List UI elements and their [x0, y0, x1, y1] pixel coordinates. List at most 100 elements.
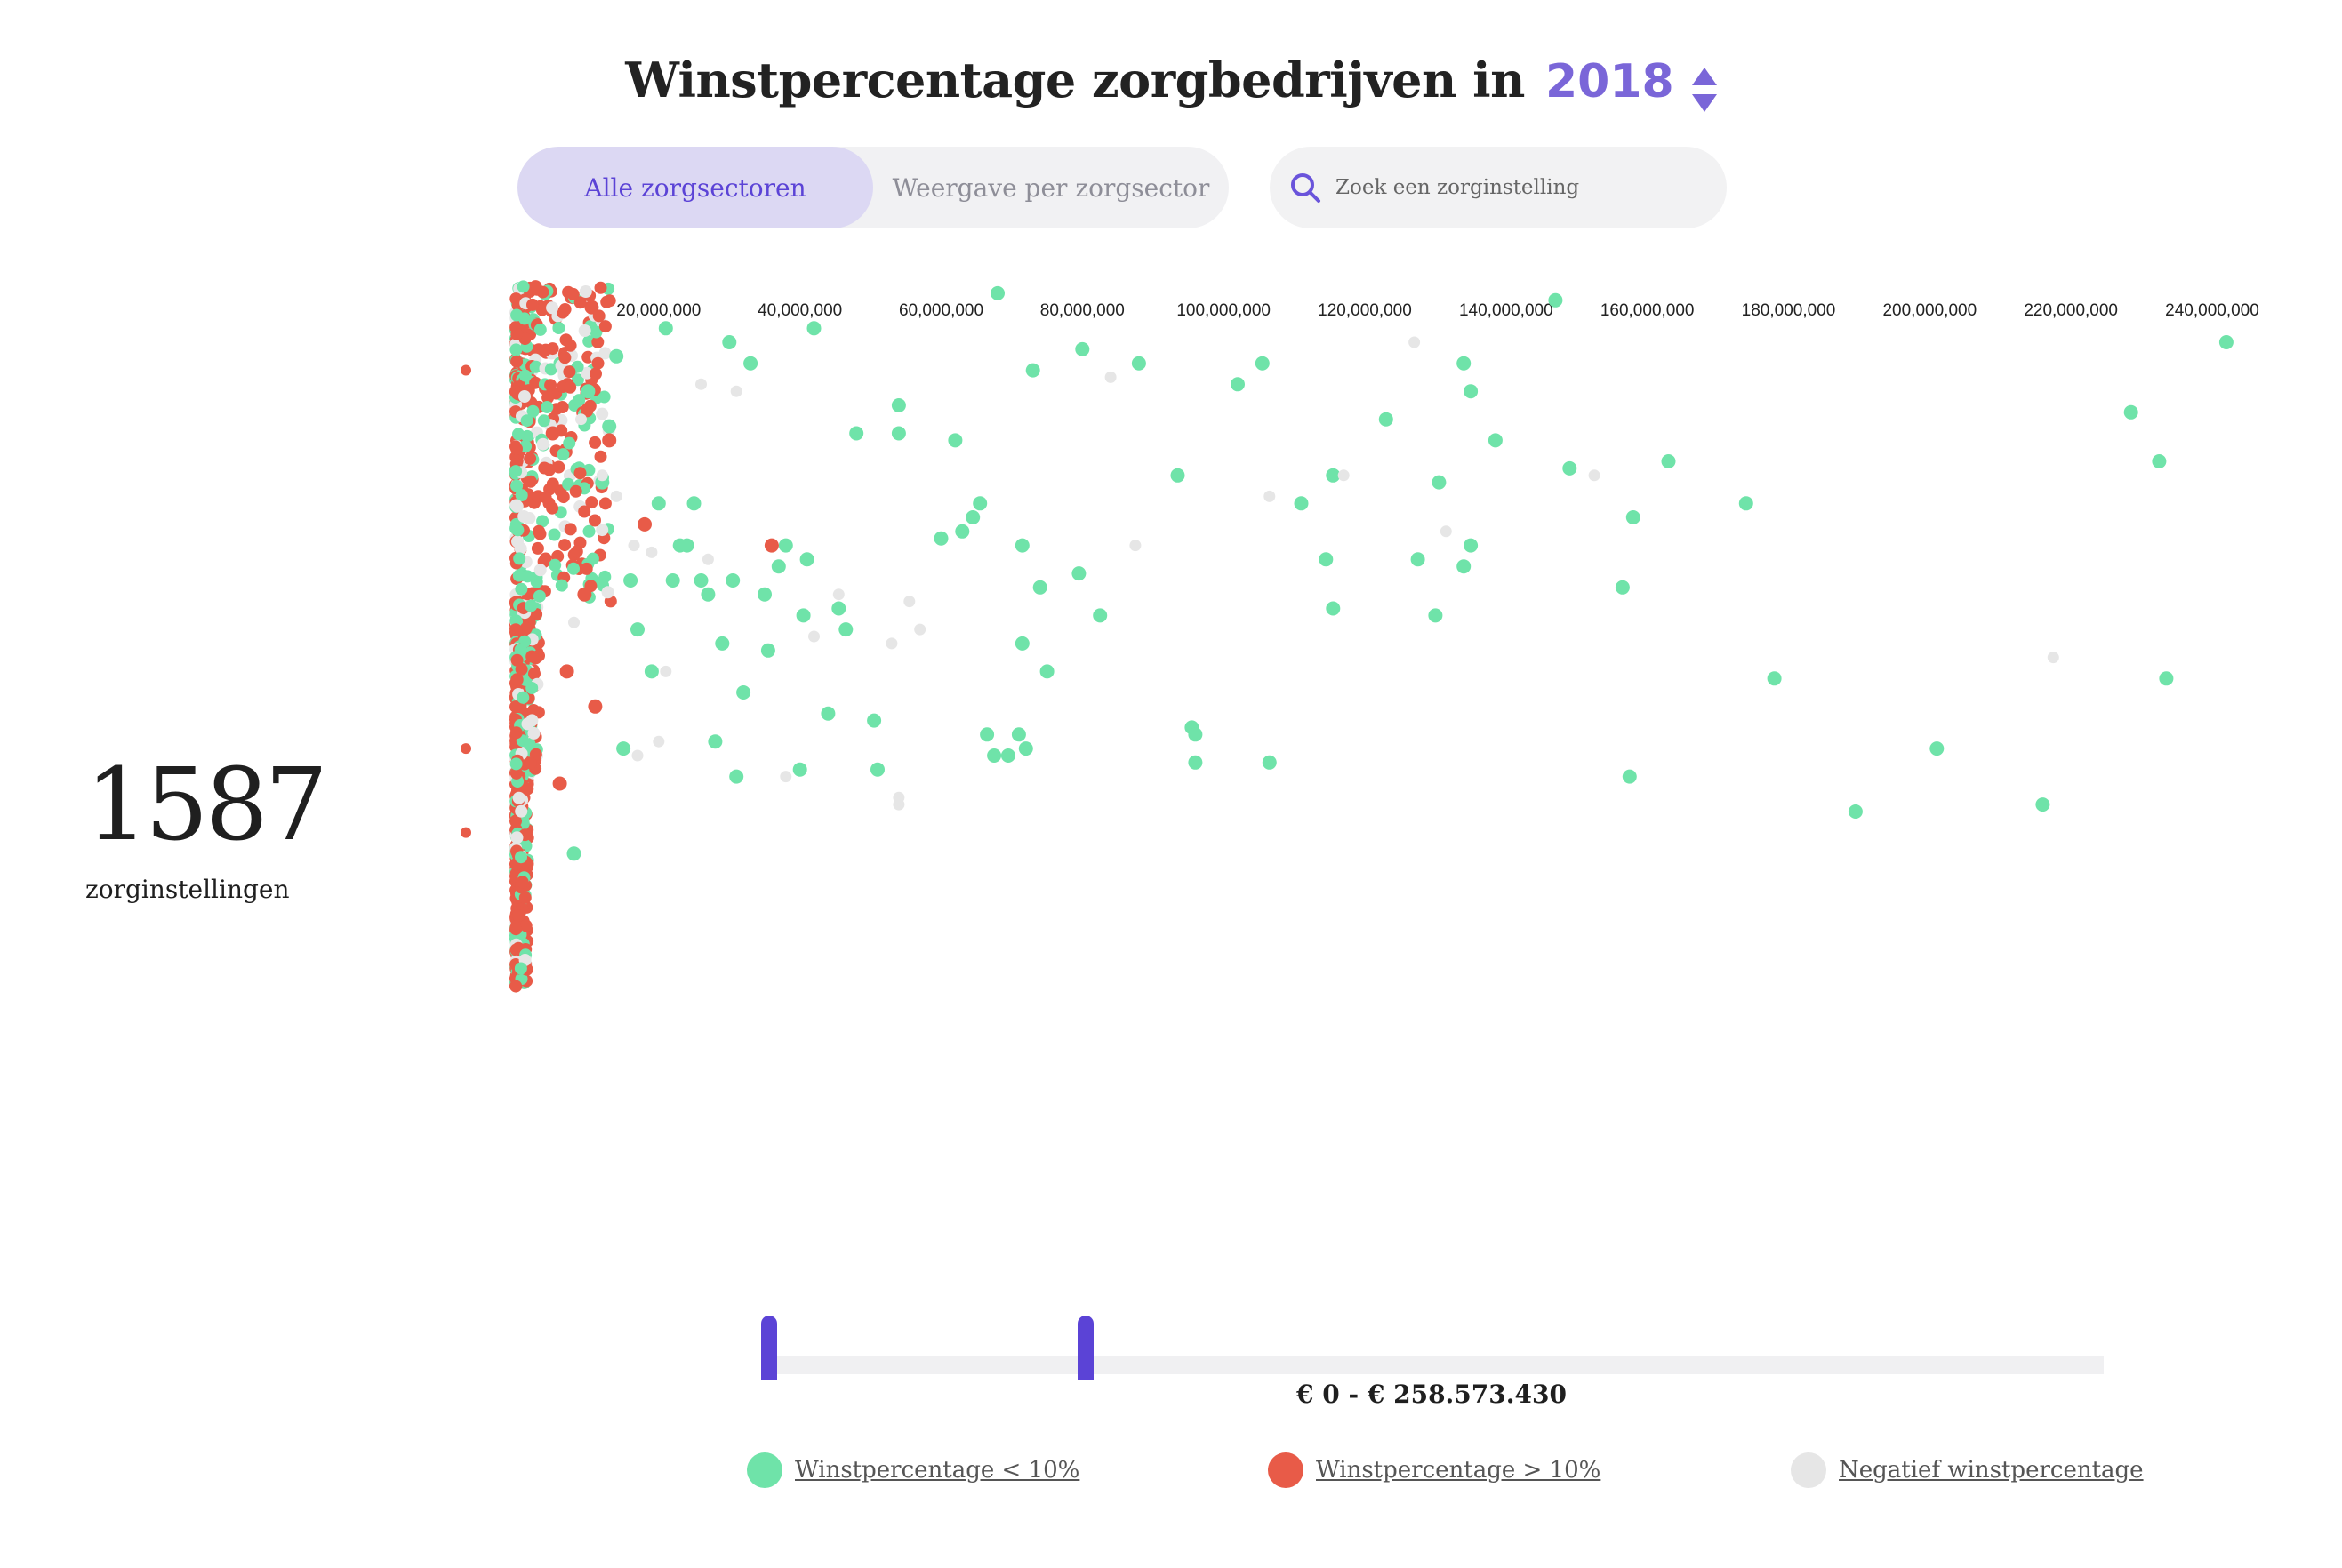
scatter-point[interactable]: [638, 516, 652, 532]
scatter-point[interactable]: [1588, 469, 1600, 482]
scatter-point[interactable]: [987, 748, 1002, 763]
scatter-point[interactable]: [610, 490, 622, 502]
scatter-point[interactable]: [722, 335, 737, 349]
scatter-point[interactable]: [806, 321, 822, 336]
scatter-point[interactable]: [679, 538, 694, 553]
scatter-point[interactable]: [1262, 755, 1277, 770]
scatter-point[interactable]: [602, 433, 617, 448]
year-select[interactable]: 2018: [1545, 55, 1717, 112]
scatter-point[interactable]: [1410, 552, 1425, 567]
scatter-point[interactable]: [702, 553, 714, 565]
scatter-point[interactable]: [849, 426, 864, 441]
scatter-point[interactable]: [2047, 652, 2059, 664]
legend-item-negative[interactable]: Negatief winstpercentage: [1791, 1452, 2144, 1488]
scatter-point[interactable]: [708, 734, 723, 749]
scatter-point[interactable]: [1615, 580, 1630, 595]
scatter-point[interactable]: [1131, 356, 1146, 371]
scatter-point[interactable]: [1104, 371, 1117, 383]
tab-per-sector[interactable]: Weergave per zorgsector: [892, 172, 1210, 203]
scatter-point[interactable]: [730, 385, 742, 397]
scatter-point[interactable]: [1326, 468, 1341, 483]
scatter-point[interactable]: [729, 769, 744, 784]
tab-all-sectors[interactable]: Alle zorgsectoren: [517, 147, 873, 228]
scatter-point[interactable]: [1129, 540, 1142, 552]
scatter-point[interactable]: [1337, 469, 1350, 482]
scatter-point[interactable]: [1231, 377, 1245, 392]
scatter-point[interactable]: [660, 665, 672, 677]
scatter-point[interactable]: [1378, 412, 1393, 427]
scatter-point[interactable]: [914, 623, 926, 636]
scatter-point[interactable]: [2152, 454, 2167, 468]
scatter-point[interactable]: [1625, 510, 1640, 524]
scatter-point[interactable]: [658, 321, 673, 336]
scatter-point[interactable]: [1326, 601, 1341, 616]
scatter-point[interactable]: [646, 546, 658, 558]
scatter-point[interactable]: [1071, 566, 1087, 581]
scatter-point[interactable]: [1255, 356, 1270, 371]
scatter-point[interactable]: [1456, 356, 1472, 371]
scatter-point[interactable]: [893, 798, 905, 811]
scatter-point[interactable]: [980, 727, 995, 742]
scatter-point[interactable]: [903, 596, 916, 608]
scatter-point[interactable]: [653, 735, 665, 748]
scatter-point[interactable]: [886, 637, 898, 650]
scatter-point[interactable]: [588, 699, 603, 714]
scatter-point[interactable]: [821, 706, 836, 721]
scatter-point[interactable]: [1548, 292, 1563, 308]
scatter-point[interactable]: [832, 588, 845, 601]
scatter-point[interactable]: [1738, 496, 1753, 511]
scatter-point[interactable]: [1432, 475, 1447, 490]
scatter-point[interactable]: [1188, 755, 1203, 770]
scatter-point[interactable]: [1661, 454, 1676, 468]
scatter-point[interactable]: [1263, 490, 1276, 502]
scatter-point[interactable]: [577, 587, 592, 602]
scatter-point[interactable]: [568, 616, 580, 628]
scatter-point[interactable]: [1456, 559, 1472, 574]
scatter-point[interactable]: [891, 426, 906, 441]
scatter-point[interactable]: [602, 419, 617, 434]
scatter-point[interactable]: [799, 552, 814, 567]
scatter-point[interactable]: [575, 413, 587, 426]
scatter-point[interactable]: [1188, 727, 1203, 742]
scatter-point[interactable]: [1440, 525, 1452, 538]
scatter-point[interactable]: [1170, 468, 1185, 483]
scatter-point[interactable]: [973, 496, 988, 511]
scatter-point[interactable]: [955, 524, 970, 539]
scatter-point[interactable]: [831, 601, 846, 616]
scatter-point[interactable]: [1032, 580, 1047, 595]
scatter-point[interactable]: [1464, 384, 1479, 399]
scatter-point[interactable]: [630, 622, 645, 637]
scatter-point[interactable]: [1018, 741, 1033, 756]
scatter-point[interactable]: [686, 496, 702, 511]
scatter-point[interactable]: [792, 762, 807, 777]
scatter-point[interactable]: [1039, 664, 1055, 679]
scatter-point[interactable]: [616, 741, 631, 756]
scatter-point[interactable]: [2159, 671, 2174, 686]
scatter-point[interactable]: [780, 771, 792, 783]
scatter-point[interactable]: [651, 496, 666, 511]
scatter-point[interactable]: [1093, 608, 1108, 623]
scatter-point[interactable]: [1464, 538, 1479, 553]
scatter-point[interactable]: [609, 348, 624, 364]
scatter-point[interactable]: [566, 846, 581, 861]
scatter-point[interactable]: [596, 469, 608, 482]
range-slider-handle-max[interactable]: [1078, 1316, 1094, 1380]
scatter-point[interactable]: [559, 664, 574, 679]
scatter-point[interactable]: [1622, 769, 1637, 784]
scatter-point[interactable]: [867, 713, 882, 728]
scatter-point[interactable]: [2218, 335, 2234, 349]
scatter-point[interactable]: [1408, 336, 1421, 348]
scatter-point[interactable]: [1428, 608, 1443, 623]
search-box[interactable]: [1270, 147, 1727, 228]
scatter-point[interactable]: [966, 510, 981, 524]
scatter-point[interactable]: [743, 356, 758, 371]
scatter-point[interactable]: [760, 643, 775, 658]
scatter-point[interactable]: [808, 630, 820, 643]
scatter-point[interactable]: [736, 685, 751, 700]
scatter-point[interactable]: [552, 776, 567, 791]
scatter-point[interactable]: [771, 559, 786, 574]
search-input[interactable]: [1334, 175, 1711, 200]
scatter-point[interactable]: [2035, 797, 2050, 812]
scatter-point[interactable]: [701, 587, 716, 602]
scatter-point[interactable]: [870, 762, 885, 777]
